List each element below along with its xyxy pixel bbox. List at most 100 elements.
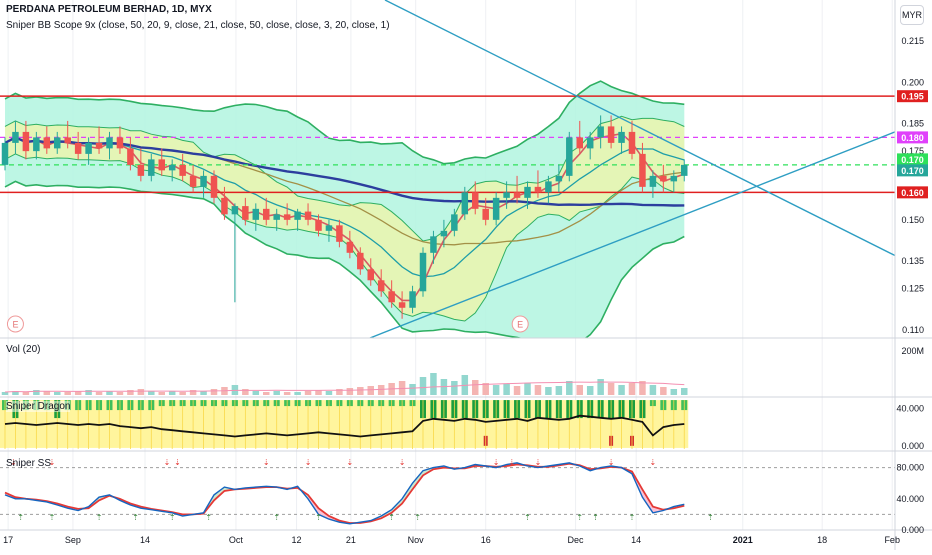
candle-body bbox=[221, 197, 228, 215]
candle-body bbox=[85, 142, 92, 154]
candle-body bbox=[597, 126, 604, 138]
price-tick-label: 0.185 bbox=[901, 119, 924, 129]
volume-bar bbox=[148, 391, 155, 395]
volume-bar bbox=[618, 385, 625, 395]
candle-body bbox=[231, 206, 239, 215]
price-level-text: 0.195 bbox=[901, 92, 924, 102]
ss-sell-arrow-icon: ⇣ bbox=[174, 458, 181, 467]
candle-body bbox=[586, 137, 594, 149]
price-tick-label: 0.110 bbox=[902, 325, 924, 335]
ss-sell-arrow-icon: ⇣ bbox=[305, 458, 312, 467]
chart-title: PERDANA PETROLEUM BERHAD, 1D, MYX bbox=[6, 4, 212, 15]
volume-bar bbox=[54, 392, 61, 395]
candle-body bbox=[660, 175, 667, 182]
volume-bar bbox=[315, 390, 322, 395]
ss-buy-arrow-icon: ⇡ bbox=[576, 513, 583, 522]
candle-body bbox=[409, 291, 416, 308]
volume-bar bbox=[451, 381, 458, 395]
candle-body bbox=[33, 137, 40, 152]
candle-body bbox=[137, 164, 145, 176]
candle-body bbox=[492, 197, 500, 220]
ss-buy-arrow-icon: ⇡ bbox=[592, 513, 599, 522]
volume-bar bbox=[106, 391, 113, 395]
candle-body bbox=[54, 137, 61, 149]
volume-bar bbox=[545, 387, 552, 395]
candle-body bbox=[545, 181, 552, 193]
volume-bar bbox=[472, 380, 479, 395]
volume-bar bbox=[304, 391, 312, 395]
time-tick-label: Feb bbox=[884, 535, 900, 545]
candle-body bbox=[472, 192, 479, 209]
candle-body bbox=[64, 137, 71, 143]
ss-sell-arrow-icon: ⇣ bbox=[399, 458, 406, 467]
volume-bar bbox=[649, 385, 657, 395]
price-level-tag bbox=[897, 153, 928, 166]
candle-body bbox=[106, 137, 113, 149]
ss-buy-arrow-icon: ⇡ bbox=[17, 513, 24, 522]
price-level-text: 0.160 bbox=[901, 188, 924, 198]
ss-buy-arrow-icon: ⇡ bbox=[707, 513, 714, 522]
volume-bar bbox=[294, 392, 301, 395]
volume-bar bbox=[409, 384, 416, 395]
ss-buy-arrow-icon: ⇡ bbox=[96, 513, 103, 522]
volume-bar bbox=[168, 391, 176, 395]
volume-bar bbox=[367, 386, 374, 395]
ss-buy-arrow-icon: ⇡ bbox=[132, 513, 139, 522]
ss-sell-arrow-icon: ⇣ bbox=[508, 458, 515, 467]
candle-body bbox=[670, 175, 678, 182]
volume-bar bbox=[660, 387, 667, 395]
descending-trendline bbox=[384, 0, 895, 257]
volume-bar bbox=[210, 389, 218, 395]
volume-bar bbox=[492, 385, 500, 395]
ss-buy-arrow-icon: ⇡ bbox=[49, 513, 56, 522]
ss-sell-arrow-icon: ⇣ bbox=[49, 458, 56, 467]
volume-bar bbox=[377, 385, 385, 395]
volume-bar bbox=[252, 391, 260, 395]
ss-sell-arrow-icon: ⇣ bbox=[10, 458, 17, 467]
candle-body bbox=[1, 142, 9, 165]
volume-bar bbox=[116, 392, 124, 395]
candle-body bbox=[168, 164, 176, 171]
ss-sell-arrow-icon: ⇣ bbox=[493, 458, 500, 467]
volume-bar bbox=[273, 391, 280, 395]
candle-body bbox=[273, 214, 280, 220]
volume-bar bbox=[43, 391, 51, 395]
candle-body bbox=[576, 137, 583, 149]
candle-body bbox=[566, 137, 573, 176]
volume-bar bbox=[263, 392, 270, 395]
ss-sell-arrow-icon: ⇣ bbox=[263, 458, 270, 467]
ss-sell-arrow-icon: ⇣ bbox=[346, 458, 353, 467]
volume-bar bbox=[22, 392, 30, 395]
candle-body bbox=[513, 192, 521, 198]
candle-body bbox=[357, 252, 364, 270]
candle-body bbox=[618, 131, 625, 143]
earnings-marker-text: E bbox=[12, 320, 18, 330]
price-tick-label: 0.200 bbox=[901, 77, 924, 87]
candle-body bbox=[440, 230, 448, 237]
earnings-marker-icon bbox=[511, 315, 529, 333]
candle-body bbox=[294, 211, 301, 220]
candle-body bbox=[12, 131, 19, 143]
volume-bar bbox=[64, 392, 71, 395]
dragon-tick-label: 0.000 bbox=[901, 441, 924, 451]
earnings-marker-icon bbox=[6, 315, 24, 333]
dragon-tick-label: 40.000 bbox=[896, 403, 924, 413]
ascending-trendline bbox=[369, 131, 895, 338]
ss-buy-arrow-icon: ⇡ bbox=[205, 513, 212, 522]
currency-button[interactable]: MYR bbox=[900, 5, 924, 25]
volume-bar bbox=[639, 381, 646, 395]
time-tick-label: 14 bbox=[631, 535, 641, 545]
time-tick-label: 14 bbox=[140, 535, 150, 545]
price-tick-label: 0.150 bbox=[901, 215, 924, 225]
volume-label: Vol (20) bbox=[6, 344, 41, 355]
candle-body bbox=[263, 208, 270, 220]
time-tick-label: Nov bbox=[408, 535, 425, 545]
candle-body bbox=[283, 214, 291, 220]
price-tick-label: 0.135 bbox=[901, 256, 924, 266]
dragon-pane bbox=[0, 400, 689, 449]
ss-buy-arrow-icon: ⇡ bbox=[315, 513, 322, 522]
ss-sell-arrow-icon: ⇣ bbox=[608, 458, 615, 467]
candle-body bbox=[242, 206, 249, 220]
